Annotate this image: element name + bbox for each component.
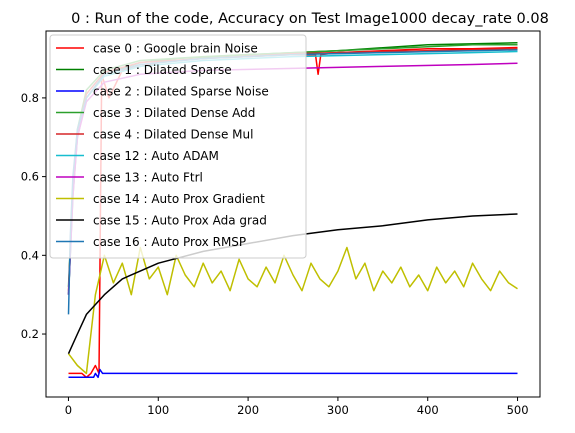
legend-label-5: case 12 : Auto ADAM — [93, 149, 219, 163]
plot-frame — [45, 30, 541, 398]
chart-title: 0 : Run of the code, Accuracy on Test Im… — [71, 11, 549, 27]
legend: case 0 : Google brain Noise case 1 : Dila… — [49, 34, 307, 259]
x-tick-label: 500 — [507, 403, 529, 417]
legend-label-6: case 13 : Auto Ftrl — [93, 171, 203, 185]
x-tick-label: 300 — [327, 403, 349, 417]
legend-label-7: case 14 : Auto Prox Gradient — [93, 192, 265, 206]
series-line-2 — [68, 368, 518, 379]
legend-label-0: case 0 : Google brain Noise — [93, 42, 258, 56]
series-line-7 — [67, 246, 518, 375]
y-tick-label: 0.6 — [21, 170, 39, 184]
legend-label-1: case 1 : Dilated Sparse — [93, 63, 232, 77]
y-axis: 0.2 0.4 0.6 0.8 — [21, 91, 46, 341]
legend-label-9: case 16 : Auto Prox RMSP — [93, 235, 246, 249]
x-tick-label: 200 — [237, 403, 259, 417]
x-tick-label: 0 — [65, 403, 72, 417]
legend-label-4: case 4 : Dilated Dense Mul — [93, 128, 253, 142]
legend-label-2: case 2 : Dilated Sparse Noise — [93, 85, 269, 99]
legend-box — [49, 34, 307, 259]
legend-label-8: case 15 : Auto Prox Ada grad — [93, 214, 267, 228]
y-tick-label: 0.2 — [21, 327, 39, 341]
x-tick-label: 100 — [147, 403, 169, 417]
x-tick-label: 400 — [417, 403, 439, 417]
legend-label-3: case 3 : Dilated Dense Add — [93, 106, 255, 120]
x-axis: 0 100 200 300 400 500 — [65, 397, 529, 417]
y-tick-label: 0.8 — [21, 91, 39, 105]
y-tick-label: 0.4 — [21, 248, 39, 262]
